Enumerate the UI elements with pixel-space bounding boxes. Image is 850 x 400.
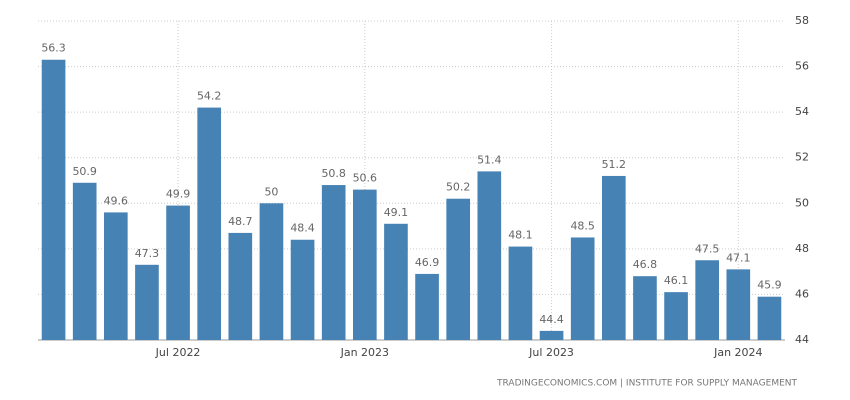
value-label: 48.5 — [570, 219, 595, 232]
value-label: 50.9 — [72, 165, 97, 178]
bar — [415, 273, 439, 340]
value-label: 51.2 — [602, 158, 627, 171]
bar — [384, 223, 408, 340]
value-label: 47.1 — [726, 251, 751, 264]
x-tick-label: Jul 2023 — [528, 346, 574, 359]
value-label: 46.9 — [415, 256, 440, 269]
y-tick-label: 50 — [795, 196, 809, 209]
value-label: 45.9 — [757, 279, 782, 292]
bar — [290, 239, 315, 340]
value-label: 49.1 — [384, 206, 409, 219]
bar — [539, 330, 564, 340]
value-label: 48.1 — [508, 229, 533, 242]
y-tick-label: 56 — [795, 60, 809, 73]
bar — [166, 205, 190, 340]
bar — [197, 107, 222, 340]
value-label: 50 — [264, 185, 278, 198]
bar — [664, 292, 688, 340]
value-label: 50.8 — [321, 167, 346, 180]
y-tick-label: 46 — [795, 287, 809, 300]
source: TRADINGECONOMICS.COM | INSTITUTE FOR SUP… — [496, 379, 797, 389]
bar — [726, 269, 751, 340]
value-label: 48.4 — [290, 222, 315, 235]
bar — [601, 175, 626, 340]
bar — [135, 264, 159, 340]
bar — [477, 171, 502, 340]
value-label: 48.7 — [228, 215, 253, 228]
y-tick-label: 58 — [795, 14, 809, 27]
x-tick-label: Jan 2023 — [340, 346, 389, 359]
value-label: 49.9 — [166, 188, 191, 201]
bar — [228, 232, 253, 340]
bar — [695, 260, 720, 340]
value-label: 50.2 — [446, 181, 471, 194]
value-label: 47.5 — [695, 242, 720, 255]
value-label: 46.1 — [664, 274, 689, 287]
bar — [321, 185, 346, 340]
x-tick-label: Jan 2024 — [713, 346, 762, 359]
value-label: 49.6 — [104, 194, 129, 207]
bar — [103, 212, 128, 340]
value-label: 51.4 — [477, 153, 502, 166]
bar — [259, 203, 284, 340]
value-label: 46.8 — [633, 258, 658, 271]
value-label: 47.3 — [135, 247, 160, 260]
bar — [446, 198, 471, 340]
x-tick-label: Jul 2022 — [155, 346, 201, 359]
y-tick-label: 54 — [795, 105, 809, 118]
bar — [72, 182, 97, 340]
value-label: 50.6 — [353, 172, 378, 185]
y-tick-label: 44 — [795, 333, 809, 346]
bar — [570, 237, 595, 340]
y-tick-label: 48 — [795, 242, 809, 255]
y-tick-label: 52 — [795, 151, 809, 164]
value-label: 54.2 — [197, 90, 222, 103]
bar — [633, 276, 657, 340]
value-label: 56.3 — [41, 42, 66, 55]
bar — [757, 296, 782, 340]
bar — [41, 59, 66, 340]
bar — [508, 246, 533, 340]
value-label: 44.4 — [539, 313, 564, 326]
bar — [352, 189, 377, 340]
